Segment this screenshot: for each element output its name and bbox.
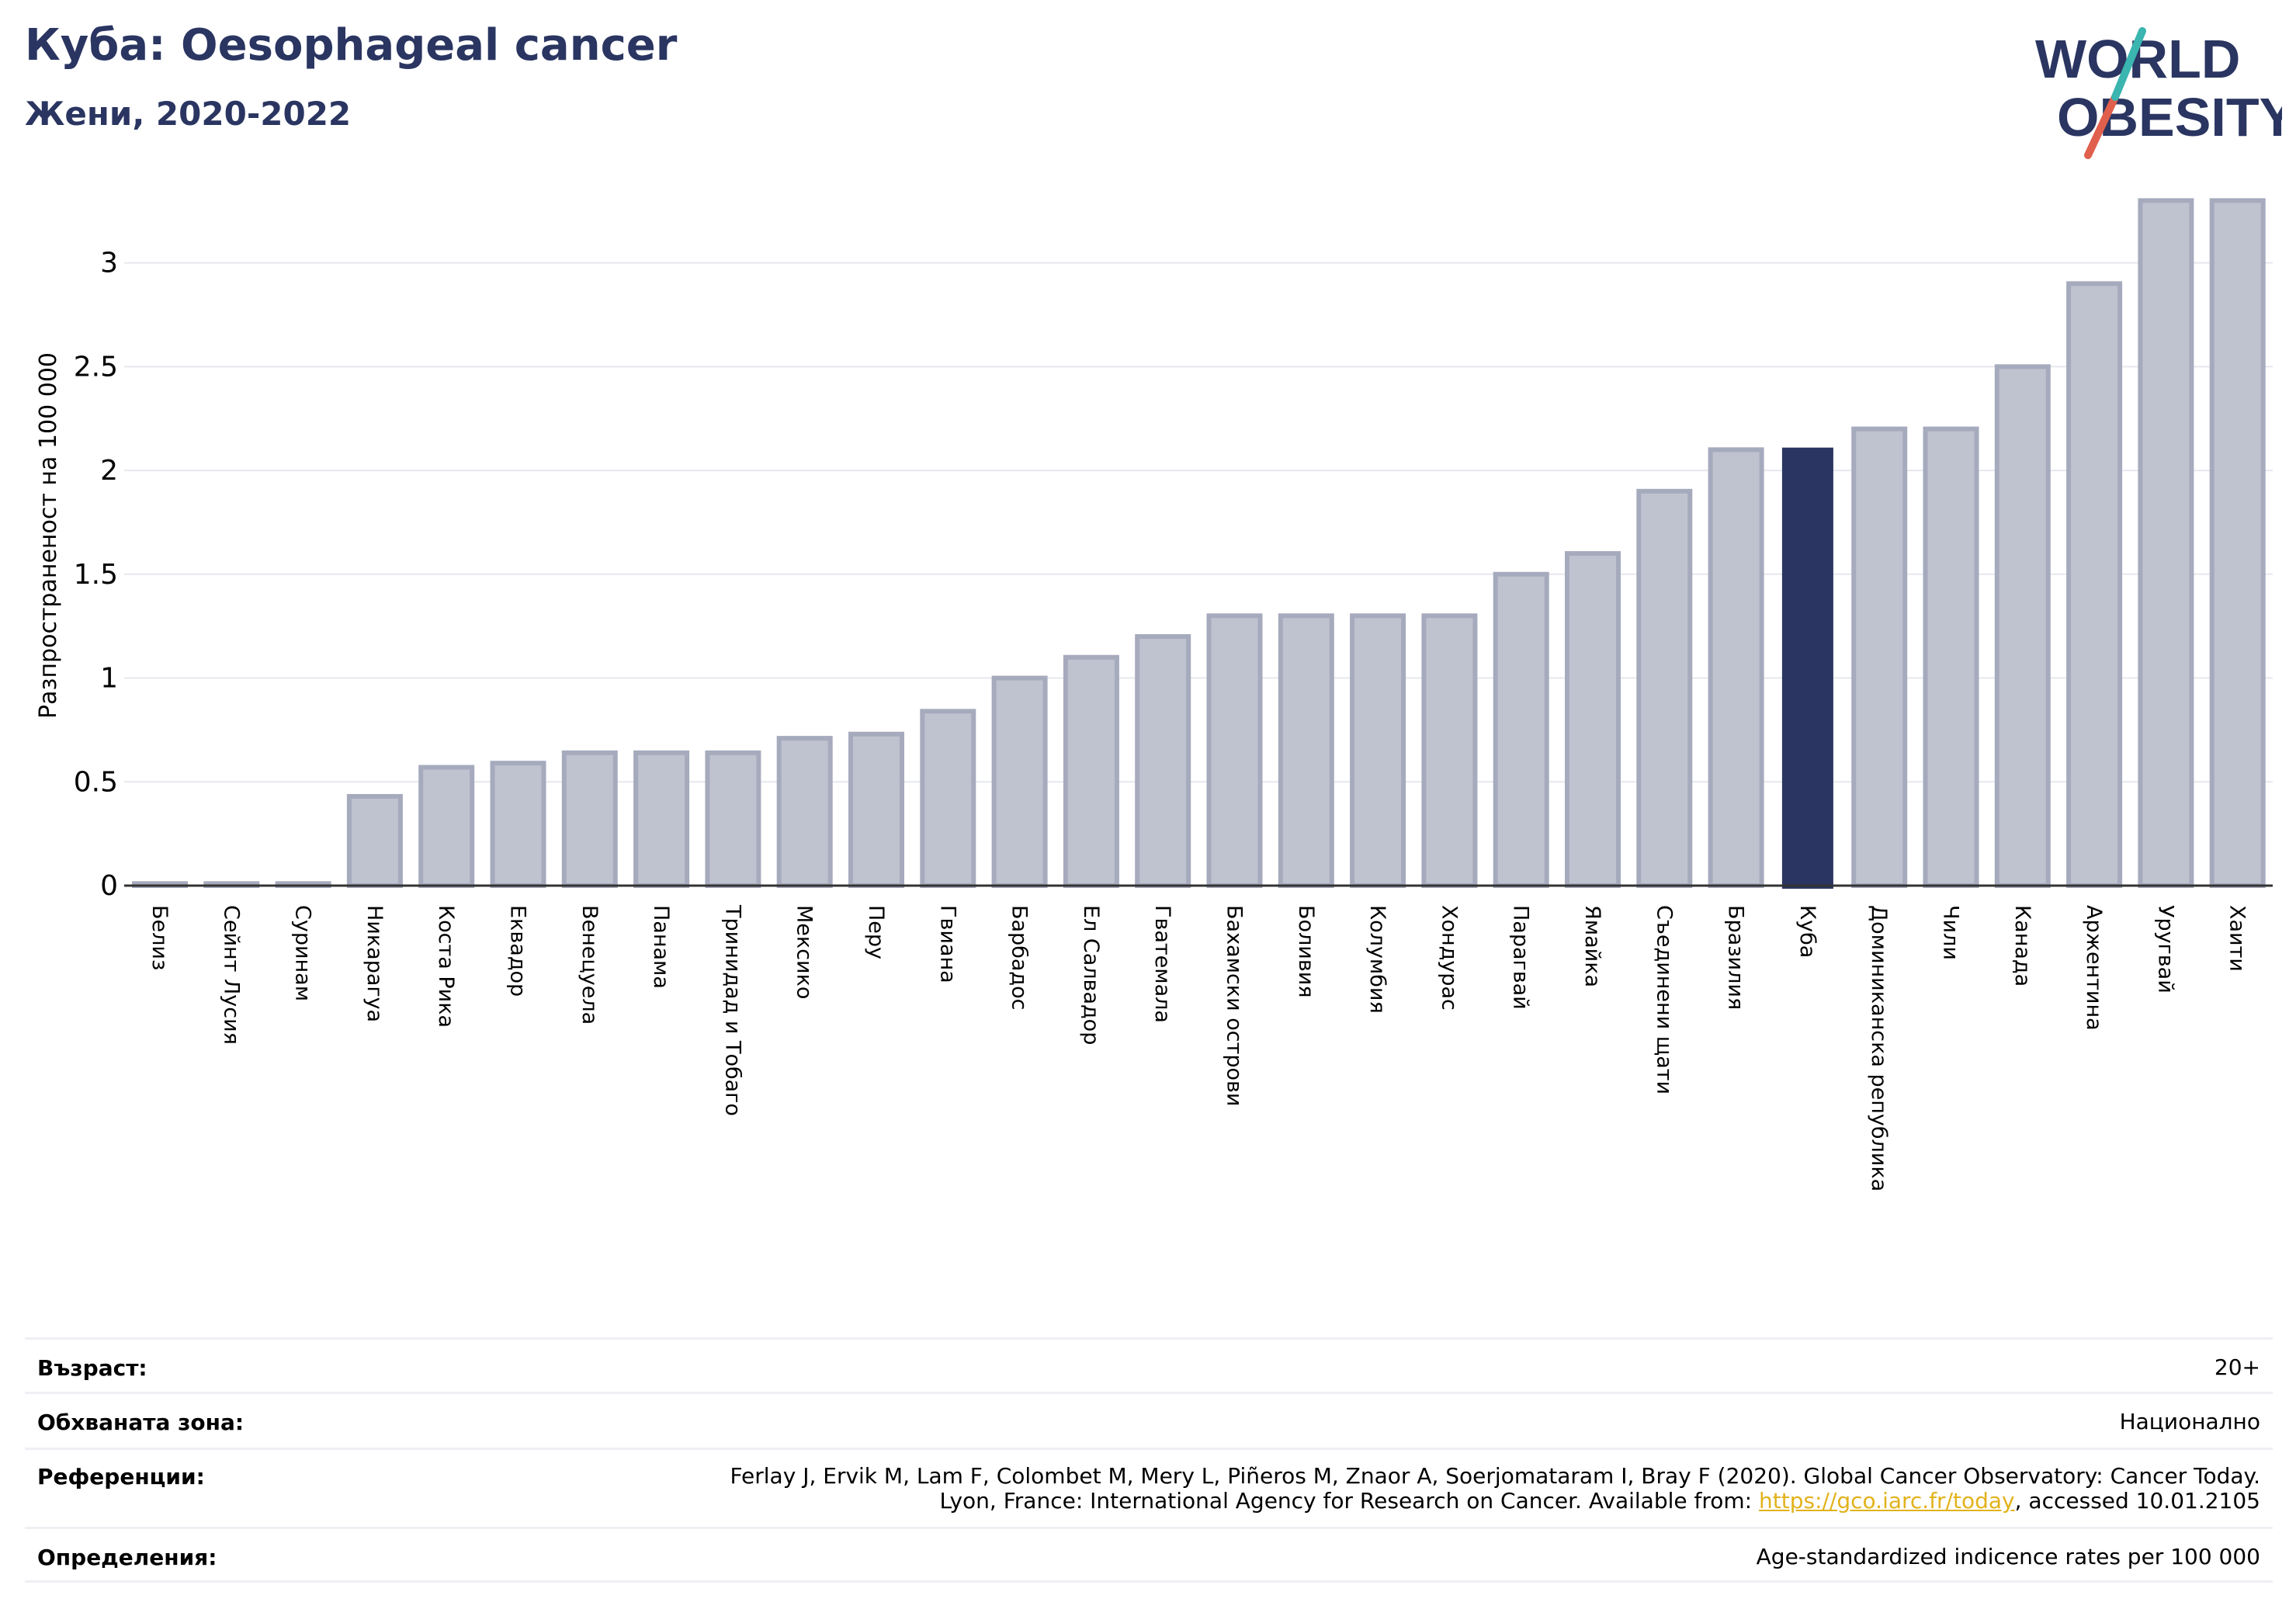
bar <box>1851 426 1908 888</box>
grid-lines <box>124 262 2273 783</box>
y-tick-label: 1.5 <box>74 559 118 591</box>
reference-line2-prefix: Lyon, France: International Agency for R… <box>939 1488 1759 1514</box>
x-tick-label: Аржентина <box>2082 905 2106 1031</box>
bar <box>633 750 690 888</box>
bar <box>1923 426 1979 888</box>
y-tick-label: 3 <box>100 248 118 279</box>
info-row-definitions: Определения: Age-standardized indicence … <box>25 1527 2273 1583</box>
bar <box>1135 634 1191 889</box>
bar <box>1421 613 1478 889</box>
info-value-definitions: Age-standardized indicence rates per 100… <box>1756 1544 2260 1569</box>
x-tick-label: Коста Рика <box>434 905 458 1028</box>
x-tick-label: Уругвай <box>2153 905 2177 994</box>
bar <box>1206 613 1263 889</box>
x-tick-label: Ямайка <box>1580 905 1604 987</box>
y-tick-labels: 0 0.5 1 1.5 2 2.5 3 <box>74 248 118 902</box>
x-tick-label: Ел Салвадор <box>1079 905 1103 1045</box>
bar <box>920 709 976 889</box>
x-tick-label: Тринидад и Тобаго <box>720 904 744 1116</box>
bar <box>346 793 403 889</box>
y-tick-label: 2.5 <box>74 351 118 383</box>
y-tick-label: 2 <box>100 455 118 487</box>
bar <box>1350 613 1406 889</box>
bar <box>2066 281 2123 888</box>
x-tick-label: Хондурас <box>1437 905 1461 1011</box>
x-tick-label: Никарагуа <box>362 905 387 1022</box>
x-tick-label: Бахамски острови <box>1223 905 1247 1106</box>
x-tick-label: Еквадор <box>506 905 530 997</box>
x-tick-label: Парагвай <box>1509 905 1533 1010</box>
x-tick-label: Бразилия <box>1724 905 1748 1010</box>
y-tick-label: 1 <box>100 663 118 695</box>
bar <box>991 675 1048 888</box>
info-label-references: Референции: <box>37 1464 205 1489</box>
bar <box>1636 488 1693 889</box>
x-tick-label: Чили <box>1939 905 1963 960</box>
x-tick-label: Колумбия <box>1365 905 1389 1014</box>
info-row-area: Обхваната зона: Национално <box>25 1392 2273 1448</box>
info-value-references: Ferlay J, Ervik M, Lam F, Colombet M, Me… <box>730 1464 2260 1514</box>
x-tick-label: Сейнт Лусия <box>219 905 243 1045</box>
info-row-age: Възраст: 20+ <box>25 1337 2273 1392</box>
y-tick-label: 0.5 <box>74 766 118 798</box>
x-tick-label: Канада <box>2010 905 2034 987</box>
world-obesity-logo: WORLD OBESITY <box>2035 27 2282 159</box>
info-label-age: Възраст: <box>37 1355 147 1381</box>
x-tick-label: Мексико <box>793 905 817 999</box>
y-axis-label: Разпространеност на 100 000 <box>35 352 62 719</box>
reference-line2-suffix: , accessed 10.01.2105 <box>2014 1488 2260 1514</box>
bar <box>1063 654 1119 888</box>
bar-chart: 0 0.5 1 1.5 2 2.5 3 Белиз Сейнт Лусия Суринам Ник… <box>35 198 2273 1191</box>
bars <box>132 198 2266 889</box>
bar <box>705 750 761 888</box>
info-label-definitions: Определения: <box>37 1545 217 1570</box>
bar <box>418 765 475 888</box>
bar <box>1278 613 1334 889</box>
info-table: Възраст: 20+ Обхваната зона: Национално … <box>25 1337 2273 1583</box>
x-tick-label: Белиз <box>147 905 172 970</box>
x-tick-label: Перу <box>864 905 888 959</box>
x-tick-label: Панама <box>649 905 673 989</box>
bar <box>848 731 904 889</box>
bar <box>1781 447 1833 889</box>
x-tick-label: Хаити <box>2225 905 2249 972</box>
x-tick-labels: Белиз Сейнт Лусия Суринам Никарагуа Коста Ри… <box>147 904 2249 1191</box>
y-tick-label: 0 <box>100 870 118 902</box>
bar <box>1565 551 1621 888</box>
info-value-age: 20+ <box>2214 1354 2260 1380</box>
x-tick-label: Гватемала <box>1150 905 1174 1023</box>
x-tick-label: Венецуела <box>577 905 602 1025</box>
x-tick-label: Куба <box>1795 905 1819 958</box>
page-title: Куба: Oesophageal cancer <box>25 20 678 71</box>
bar <box>1708 447 1764 888</box>
info-row-references: Референции: Ferlay J, Ervik M, Lam F, Co… <box>25 1448 2273 1527</box>
info-value-area: Национално <box>2119 1409 2260 1434</box>
bar <box>2209 198 2266 889</box>
bar <box>2138 198 2194 889</box>
bar <box>1994 364 2051 889</box>
bar <box>1493 571 1549 888</box>
bar <box>490 761 546 888</box>
x-tick-label: Суринам <box>291 905 315 1001</box>
bar <box>776 736 833 889</box>
bar <box>561 750 618 888</box>
x-tick-label: Боливия <box>1294 905 1318 998</box>
x-tick-label: Барбадос <box>1008 905 1032 1010</box>
x-tick-label: Доминиканска република <box>1867 905 1891 1191</box>
page-subtitle: Жени, 2020-2022 <box>25 95 352 133</box>
info-label-area: Обхваната зона: <box>37 1410 245 1435</box>
x-tick-label: Съединени щати <box>1652 905 1676 1094</box>
reference-link[interactable]: https://gco.iarc.fr/today <box>1759 1488 2015 1514</box>
reference-line1: Ferlay J, Ervik M, Lam F, Colombet M, Me… <box>730 1463 2260 1489</box>
x-tick-label: Гвиана <box>935 905 959 983</box>
